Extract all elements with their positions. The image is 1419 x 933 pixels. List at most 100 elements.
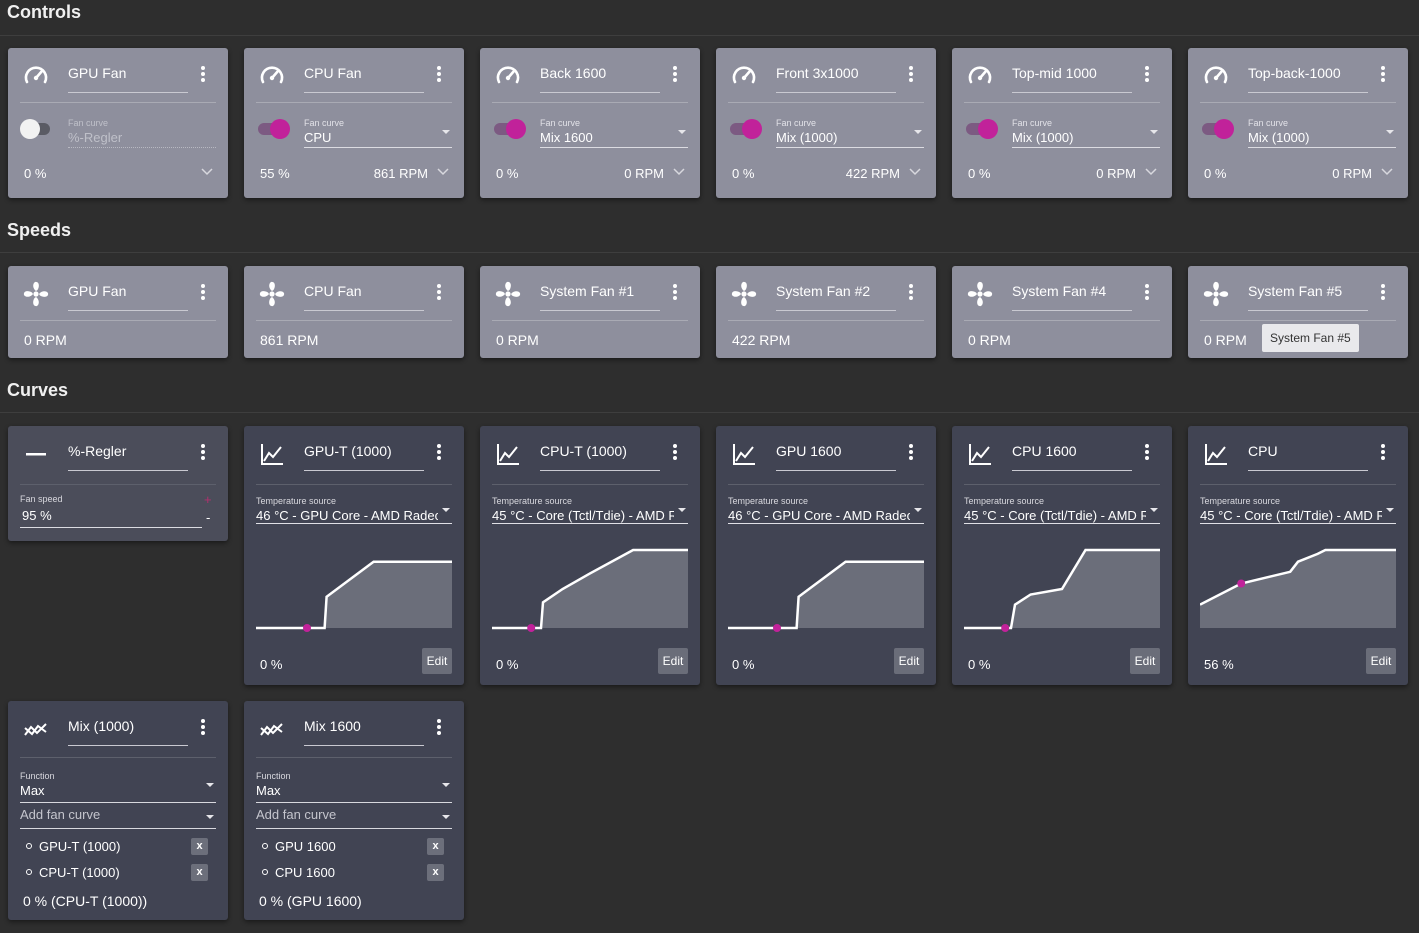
enable-toggle[interactable] (20, 119, 50, 139)
remove-source-button[interactable]: x (427, 864, 444, 881)
curve-name[interactable]: CPU (1248, 441, 1368, 471)
more-menu-icon[interactable] (1378, 444, 1388, 464)
graph-icon (966, 440, 994, 468)
enable-toggle[interactable] (258, 119, 290, 139)
function-select[interactable]: Function Max (256, 771, 452, 803)
curve-name[interactable]: Mix (1000) (68, 716, 188, 746)
control-rpm: 0 RPM (1332, 166, 1372, 181)
more-menu-icon[interactable] (1142, 66, 1152, 86)
chevron-down-icon[interactable] (1381, 165, 1393, 177)
fan-curve-select[interactable]: Fan curve Mix 1600 (540, 118, 688, 148)
fan-curve-select[interactable]: Fan curve %-Regler (68, 118, 216, 148)
remove-source-button[interactable]: x (427, 838, 444, 855)
speeds-section-title: Speeds (7, 220, 72, 240)
curve-name[interactable]: %-Regler (68, 441, 188, 471)
edit-button[interactable]: Edit (894, 648, 924, 674)
bullet-icon (262, 843, 268, 849)
temperature-source-select[interactable]: Temperature source 45 °C - Core (Tctl/Tdi… (492, 496, 688, 524)
curve-percent: 56 % (1204, 657, 1234, 672)
fan-speed-label: Fan speed (20, 494, 63, 504)
more-menu-icon[interactable] (1378, 66, 1388, 86)
temperature-source-select[interactable]: Temperature source 46 °C - GPU Core - AMD… (256, 496, 452, 524)
fan-icon (730, 280, 758, 308)
curve-name[interactable]: GPU 1600 (776, 441, 896, 471)
edit-button[interactable]: Edit (1130, 648, 1160, 674)
more-menu-icon[interactable] (198, 719, 208, 739)
card-divider (20, 320, 216, 321)
fan-curve-select[interactable]: Fan curve CPU (304, 118, 452, 148)
control-name[interactable]: CPU Fan (304, 63, 424, 93)
more-menu-icon[interactable] (1378, 284, 1388, 304)
dropdown-caret-icon (1386, 508, 1394, 512)
speed-rpm: 0 RPM (24, 332, 67, 348)
curve-name[interactable]: Mix 1600 (304, 716, 424, 746)
curve-area (728, 561, 924, 628)
more-menu-icon[interactable] (434, 66, 444, 86)
speed-name[interactable]: System Fan #1 (540, 281, 660, 311)
fan-curve-select[interactable]: Fan curve Mix (1000) (1012, 118, 1160, 148)
temperature-source-select[interactable]: Temperature source 45 °C - Core (Tctl/Tdi… (964, 496, 1160, 524)
speed-name[interactable]: GPU Fan (68, 281, 188, 311)
add-fan-curve-select[interactable]: Add fan curve (20, 807, 216, 829)
temperature-source-select[interactable]: Temperature source 45 °C - Core (Tctl/Tdi… (1200, 496, 1396, 524)
control-name[interactable]: Top-back-1000 (1248, 63, 1368, 93)
speed-name[interactable]: System Fan #4 (1012, 281, 1132, 311)
more-menu-icon[interactable] (906, 284, 916, 304)
edit-button[interactable]: Edit (1366, 648, 1396, 674)
control-name[interactable]: Top-mid 1000 (1012, 63, 1132, 93)
chevron-down-icon[interactable] (201, 165, 213, 177)
fan-curve-select[interactable]: Fan curve Mix (1000) (1248, 118, 1396, 148)
remove-source-button[interactable]: x (191, 838, 208, 855)
fan-curve-label: Fan curve (68, 118, 109, 128)
more-menu-icon[interactable] (1142, 284, 1152, 304)
temperature-source-select[interactable]: Temperature source 46 °C - GPU Core - AMD… (728, 496, 924, 524)
more-menu-icon[interactable] (434, 719, 444, 739)
enable-toggle[interactable] (966, 119, 998, 139)
more-menu-icon[interactable] (198, 444, 208, 464)
chevron-down-icon[interactable] (909, 165, 921, 177)
mix-curve-card: Mix (1000) Function Max Add fan curve GPU-T … (8, 701, 228, 920)
more-menu-icon[interactable] (670, 66, 680, 86)
control-percent: 0 % (24, 166, 47, 181)
chevron-down-icon[interactable] (437, 165, 449, 177)
card-divider (1200, 320, 1396, 321)
enable-toggle[interactable] (730, 119, 762, 139)
source-name: CPU-T (1000) (39, 865, 120, 880)
more-menu-icon[interactable] (906, 66, 916, 86)
speed-name[interactable]: System Fan #2 (776, 281, 896, 311)
source-list-item: GPU 1600 (262, 839, 336, 854)
edit-button[interactable]: Edit (422, 648, 452, 674)
curve-name[interactable]: GPU-T (1000) (304, 441, 424, 471)
increase-button[interactable]: + (204, 492, 212, 507)
more-menu-icon[interactable] (434, 284, 444, 304)
card-divider (728, 320, 924, 321)
enable-toggle[interactable] (494, 119, 526, 139)
fan-curve-select[interactable]: Fan curve Mix (1000) (776, 118, 924, 148)
curve-name[interactable]: CPU 1600 (1012, 441, 1132, 471)
control-name[interactable]: Front 3x1000 (776, 63, 896, 93)
fan-speed-input[interactable]: 95 % (20, 508, 202, 528)
speed-card: GPU Fan 0 RPM (8, 266, 228, 358)
control-percent: 0 % (496, 166, 519, 181)
more-menu-icon[interactable] (670, 284, 680, 304)
more-menu-icon[interactable] (1142, 444, 1152, 464)
curve-name[interactable]: CPU-T (1000) (540, 441, 660, 471)
more-menu-icon[interactable] (198, 284, 208, 304)
remove-source-button[interactable]: x (191, 864, 208, 881)
add-fan-curve-select[interactable]: Add fan curve (256, 807, 452, 829)
chevron-down-icon[interactable] (1145, 165, 1157, 177)
control-name[interactable]: GPU Fan (68, 63, 188, 93)
more-menu-icon[interactable] (670, 444, 680, 464)
more-menu-icon[interactable] (906, 444, 916, 464)
control-name[interactable]: Back 1600 (540, 63, 660, 93)
function-select[interactable]: Function Max (20, 771, 216, 803)
edit-button[interactable]: Edit (658, 648, 688, 674)
source-list-item: CPU 1600 (262, 865, 335, 880)
more-menu-icon[interactable] (434, 444, 444, 464)
speed-name[interactable]: CPU Fan (304, 281, 424, 311)
speed-name[interactable]: System Fan #5 (1248, 281, 1368, 311)
chevron-down-icon[interactable] (673, 165, 685, 177)
enable-toggle[interactable] (1202, 119, 1234, 139)
decrease-button[interactable]: - (206, 510, 211, 525)
more-menu-icon[interactable] (198, 66, 208, 86)
